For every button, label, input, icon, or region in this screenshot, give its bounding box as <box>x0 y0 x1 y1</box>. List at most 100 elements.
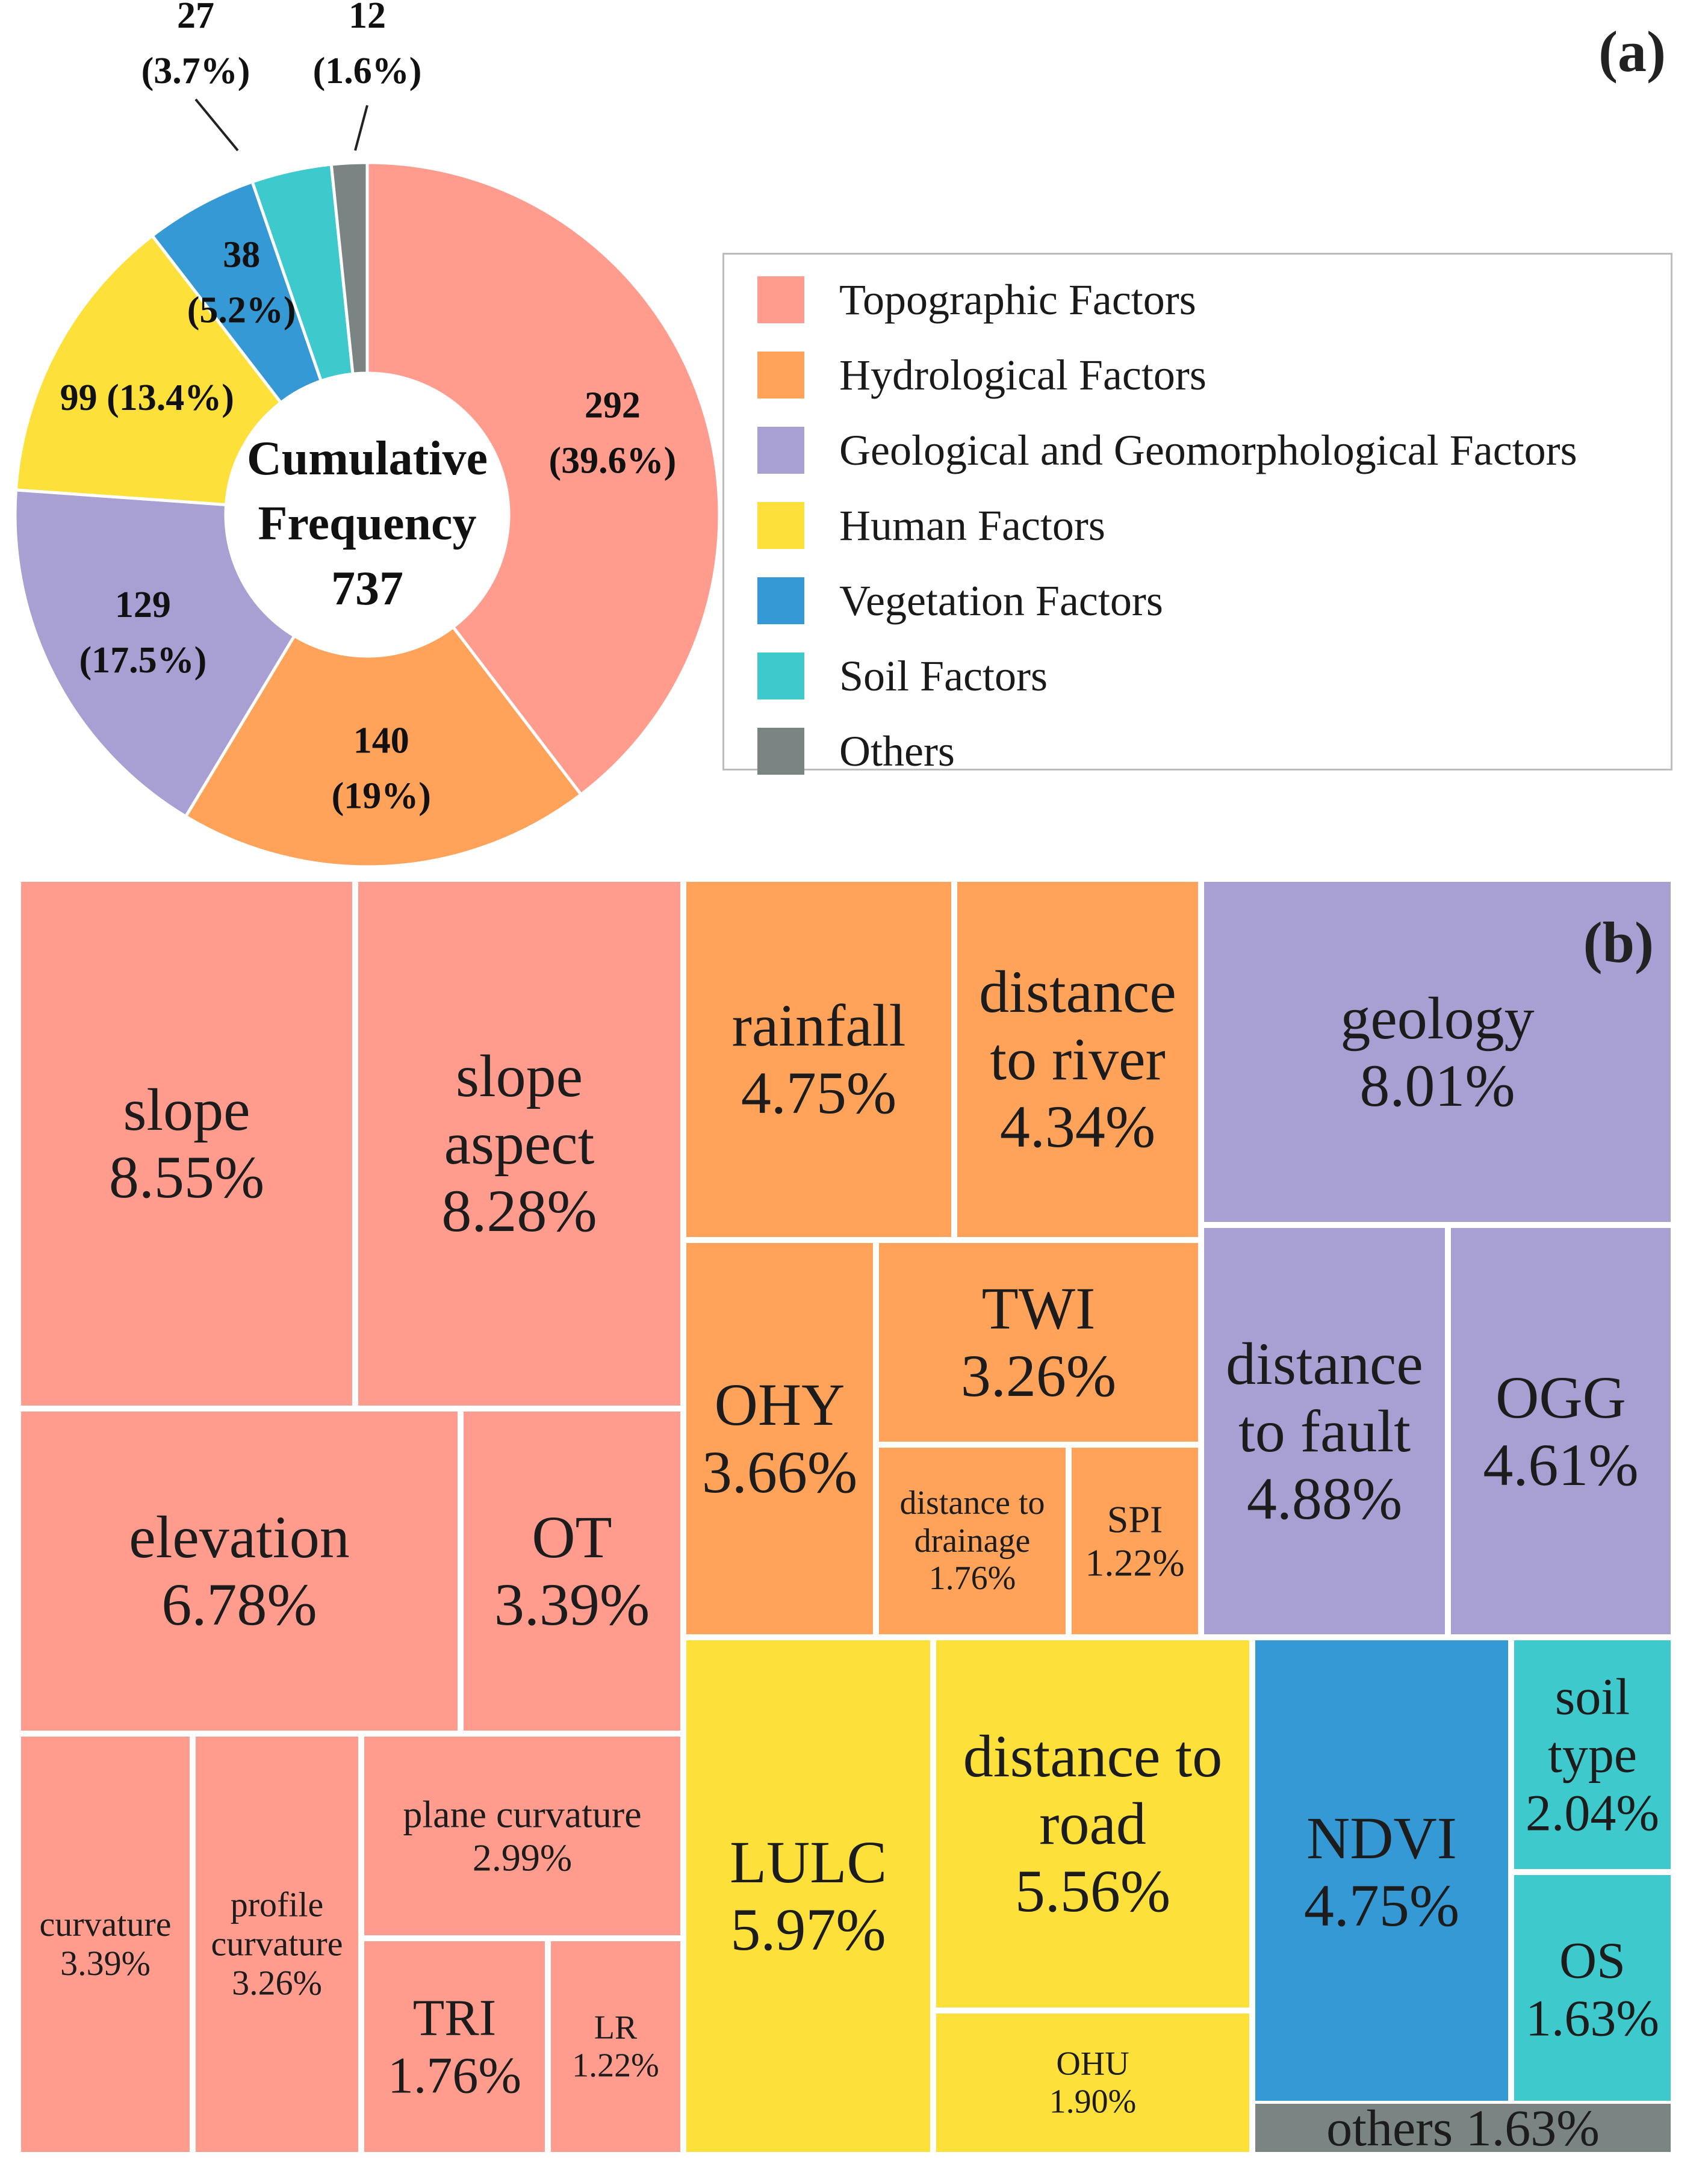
legend-item: Topographic Factors <box>757 273 1196 327</box>
treemap-tile-text-line: OT <box>532 1504 612 1570</box>
treemap-tile: distance to fault 4.88% <box>1201 1225 1448 1637</box>
donut-slice <box>365 161 721 797</box>
slice-label: 27 <box>177 0 214 36</box>
slice-label: (3.7%) <box>141 51 250 91</box>
legend-label: Human Factors <box>839 501 1105 550</box>
treemap-tile-text-line: OHY <box>714 1371 845 1438</box>
slice-label: (19%) <box>332 775 431 816</box>
legend-label: Vegetation Factors <box>839 576 1163 625</box>
legend: Topographic Factors Hydrological Factors G… <box>722 253 1672 775</box>
legend-swatch <box>757 352 804 398</box>
treemap-tile: SPI 1.22% <box>1069 1445 1201 1637</box>
slice-label: (39.6%) <box>548 440 676 481</box>
treemap-tile-text-line: LULC <box>729 1829 887 1896</box>
treemap-tile: geology 8.01% <box>1201 879 1674 1225</box>
treemap-tile-label: slope 8.55% <box>21 1076 352 1211</box>
treemap-tile-label: distance to fault 4.88% <box>1204 1330 1445 1533</box>
treemap-tile-text-line: soil <box>1554 1667 1630 1726</box>
treemap-tile: rainfall 4.75% <box>683 879 954 1240</box>
treemap-tile-label: plane curvature 2.99% <box>364 1793 680 1879</box>
treemap-tile-text-line: plane curvature <box>403 1793 642 1836</box>
treemap-tile-label: profile curvature 3.26% <box>196 1885 358 2003</box>
treemap-tile-text-line: 1.76% <box>928 1560 1016 1598</box>
slice-label: 129 <box>115 584 171 625</box>
slice-label: 99 (13.4%) <box>60 377 234 418</box>
legend-swatch <box>757 653 804 699</box>
legend-item: Others <box>757 724 955 778</box>
treemap-tile-label: LULC 5.97% <box>686 1829 930 1964</box>
legend-swatch <box>757 577 804 624</box>
legend-swatch <box>757 502 804 549</box>
treemap-tile-text-line: distance to <box>899 1484 1045 1522</box>
treemap-tile: distance to road 5.56% <box>933 1637 1252 2010</box>
treemap-tile-text-line: to river <box>990 1026 1166 1093</box>
treemap-tile: TWI 3.26% <box>876 1240 1201 1445</box>
treemap-tile-label: SPI 1.22% <box>1072 1498 1198 1584</box>
slice-label: 292 <box>585 385 641 426</box>
treemap-tile-text-line: TRI <box>412 1988 497 2047</box>
donut-center-text: Frequency <box>258 497 477 550</box>
treemap-tile-text-line: SPI <box>1107 1498 1163 1541</box>
treemap-tile: slope aspect 8.28% <box>355 879 683 1409</box>
treemap-tile-label: distance to river 4.34% <box>957 958 1198 1161</box>
treemap-tile-label: OT 3.39% <box>464 1504 680 1638</box>
treemap-tile: elevation 6.78% <box>18 1409 461 1734</box>
treemap-tile-label: rainfall 4.75% <box>686 992 951 1127</box>
legend-label: Topographic Factors <box>839 275 1196 324</box>
legend-item: Geological and Geomorphological Factors <box>757 423 1577 477</box>
treemap-tile-text-line: 3.39% <box>60 1944 151 1983</box>
donut-slice <box>13 488 297 819</box>
treemap-tile: OHU 1.90% <box>933 2010 1252 2155</box>
treemap-tile: others 1.63% <box>1252 2101 1674 2155</box>
legend-item: Human Factors <box>757 498 1105 553</box>
treemap-tile-label: OHU 1.90% <box>936 2045 1249 2120</box>
treemap-tile-text-line: 4.88% <box>1246 1465 1403 1532</box>
slice-label: 12 <box>349 0 386 36</box>
slice-label: 140 <box>353 720 409 761</box>
treemap-tile: LR 1.22% <box>548 1938 683 2155</box>
treemap-tile-text-line: 2.99% <box>472 1836 573 1879</box>
treemap-tile-text-line: 4.34% <box>999 1093 1156 1160</box>
treemap-tile-text-line: OHU <box>1056 2045 1129 2083</box>
legend-swatch <box>757 427 804 474</box>
treemap-tile-label: elevation 6.78% <box>21 1504 458 1638</box>
treemap-tile-text-line: 6.78% <box>161 1571 317 1638</box>
legend-label: Others <box>839 727 955 775</box>
treemap-tile: LULC 5.97% <box>683 1637 933 2155</box>
donut-slice <box>184 625 583 869</box>
treemap-tile-text-line: 1.63% <box>1525 1989 1660 2047</box>
treemap-tile-text-line: 2.04% <box>1525 1784 1660 1842</box>
treemap-tile-text-line: 3.39% <box>494 1571 650 1638</box>
legend-item: Soil Factors <box>757 649 1048 703</box>
treemap-tile-text-line: 3.26% <box>232 1963 322 2003</box>
slice-label: 38 <box>223 235 260 276</box>
panel-a-label: (a) <box>1598 19 1666 84</box>
treemap-tile-text-line: 4.75% <box>1303 1872 1460 1939</box>
treemap-tile-text-line: 4.75% <box>741 1059 897 1126</box>
slice-label: (1.6%) <box>313 51 422 91</box>
treemap-tile-text-line: 1.22% <box>1085 1541 1185 1584</box>
donut-slice <box>329 161 369 376</box>
treemap-tile-label: TRI 1.76% <box>364 1989 545 2105</box>
treemap-tile-text-line: slope <box>123 1076 250 1143</box>
treemap-tile-text-line: others 1.63% <box>1326 2101 1600 2155</box>
treemap-tile: NDVI 4.75% <box>1252 1637 1511 2107</box>
treemap-tile-label: NDVI 4.75% <box>1255 1805 1508 1939</box>
treemap-tile-label: curvature 3.39% <box>21 1905 190 1983</box>
treemap-tile-text-line: 5.97% <box>730 1896 886 1963</box>
slice-label: (17.5%) <box>79 640 207 681</box>
treemap-tile: profile curvature 3.26% <box>193 1734 361 2155</box>
treemap-tile-text-line: distance to <box>963 1723 1223 1790</box>
treemap-tile-text-line: 8.28% <box>441 1177 597 1244</box>
legend-label: Hydrological Factors <box>839 350 1206 399</box>
treemap-tile-text-line: OGG <box>1495 1363 1626 1431</box>
treemap-tile-label: slope aspect 8.28% <box>358 1043 680 1245</box>
treemap-tile-text-line: geology <box>1340 984 1535 1052</box>
treemap-tile-text-line: LR <box>594 2009 638 2047</box>
treemap-tile-label: OS 1.63% <box>1514 1932 1671 2048</box>
treemap-tile: OHY 3.66% <box>683 1240 876 1637</box>
treemap-tile-text-line: 1.22% <box>572 2047 659 2084</box>
treemap-tile: slope 8.55% <box>18 879 355 1409</box>
donut-chart-panel: 292 (39.6%) 140 (19%) 129 (17.5%) 99 (13.4%) 38… <box>0 0 734 873</box>
treemap-tile-text-line: rainfall <box>731 992 906 1059</box>
